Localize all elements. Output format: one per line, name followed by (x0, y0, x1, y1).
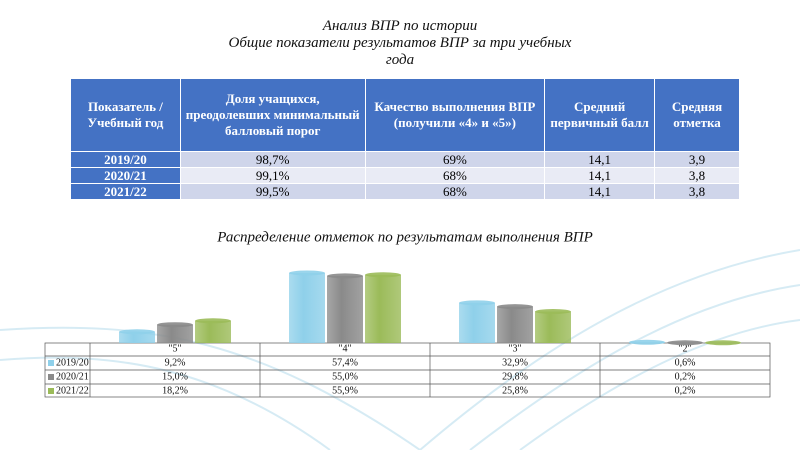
legend-swatch (48, 374, 54, 380)
table-row: 2019/20 98,7% 69% 14,1 3,9 (70, 151, 740, 168)
column-header: Средняя отметка (654, 78, 740, 152)
data-label: 15,0% (162, 371, 188, 382)
x-tick-label: "2" (678, 343, 691, 354)
bar-top (327, 273, 363, 279)
table-cell: 2019/20 (70, 151, 181, 168)
table-cell: 2020/21 (70, 167, 181, 184)
background-swoosh (0, 249, 800, 450)
summary-table: Показатель / Учебный год Доля учащихся, п… (70, 78, 740, 200)
data-label: 55,0% (332, 371, 358, 382)
bar-top (667, 340, 703, 346)
bar-top (195, 318, 231, 324)
bar (365, 274, 401, 343)
x-tick-label: "5" (168, 343, 181, 354)
bar (119, 331, 155, 343)
table-row: 2020/21 99,1% 68% 14,1 3,8 (70, 167, 740, 184)
bar-top (535, 309, 571, 315)
table-cell: 69% (364, 151, 546, 168)
table-cell: 68% (364, 167, 546, 184)
data-label: 0,6% (675, 357, 696, 368)
chart-title: Распределение отметок по результатам вып… (216, 229, 592, 245)
x-tick-label: "3" (508, 343, 521, 354)
table-cell: 99,5% (179, 183, 366, 200)
table-cell: 3,8 (654, 183, 740, 200)
table-cell: 14,1 (544, 167, 656, 184)
bar-top (459, 300, 495, 306)
bar-top (157, 322, 193, 328)
subtitle: Общие показатели результатов ВПР за три … (228, 35, 572, 68)
column-header: Показатель / Учебный год (70, 78, 181, 152)
bar (195, 320, 231, 343)
table-cell: 98,7% (179, 151, 366, 168)
bar-top (119, 329, 155, 335)
data-label: 18,2% (162, 385, 188, 396)
table-cell: 3,8 (654, 167, 740, 184)
table-row: 2021/22 99,5% 68% 14,1 3,8 (70, 183, 740, 200)
data-label: 57,4% (332, 357, 358, 368)
data-label: 25,8% (502, 385, 528, 396)
legend-label: 2021/22 (56, 385, 89, 396)
data-label: 29,8% (502, 371, 528, 382)
data-label: 9,2% (165, 357, 186, 368)
data-label: 0,2% (675, 385, 696, 396)
data-label: 0,2% (675, 371, 696, 382)
bar (459, 302, 495, 343)
column-header: Доля учащихся, преодолевших минимальный … (179, 78, 366, 152)
header: Анализ ВПР по истории Общие показатели р… (220, 18, 580, 69)
bar (157, 324, 193, 343)
legend-label: 2019/20 (56, 357, 89, 368)
bar-top (629, 339, 665, 345)
bar-top (365, 272, 401, 278)
table-cell: 99,1% (179, 167, 366, 184)
table-cell: 3,9 (654, 151, 740, 168)
table-cell: 14,1 (544, 183, 656, 200)
data-label: 55,9% (332, 385, 358, 396)
x-tick-label: "4" (338, 343, 351, 354)
column-header: Средний первичный балл (544, 78, 656, 152)
bar (327, 275, 363, 343)
legend-swatch (48, 388, 54, 394)
bar-top (705, 340, 741, 346)
table-cell: 2021/22 (70, 183, 181, 200)
legend-swatch (48, 360, 54, 366)
bar-top (497, 304, 533, 310)
bar (289, 272, 325, 343)
bar-top (289, 270, 325, 276)
bar (535, 311, 571, 343)
header-row: Показатель / Учебный год Доля учащихся, п… (70, 78, 740, 152)
column-header: Качество выполнения ВПР (получили «4» и … (364, 78, 546, 152)
data-label: 32,9% (502, 357, 528, 368)
table-cell: 68% (364, 183, 546, 200)
title: Анализ ВПР по истории (322, 18, 478, 34)
table-cell: 14,1 (544, 151, 656, 168)
bar (497, 306, 533, 343)
legend-label: 2020/21 (56, 371, 89, 382)
